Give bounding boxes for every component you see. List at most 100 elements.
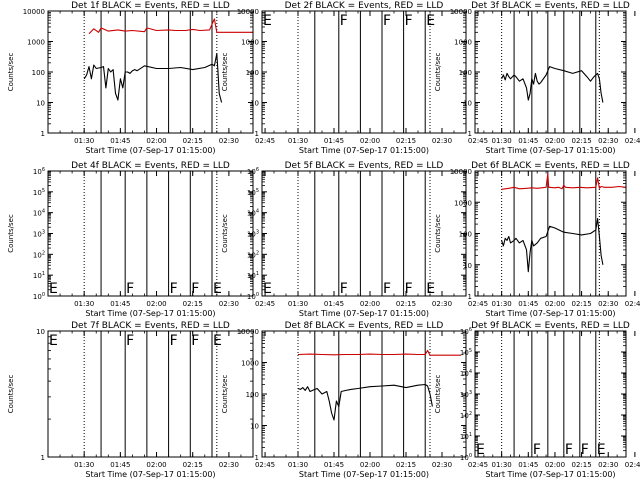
x-tick-label: 01:45 bbox=[110, 461, 130, 469]
y-tick-base: 10 bbox=[33, 189, 42, 197]
y-tick-exponent: 4 bbox=[42, 209, 45, 215]
y-tick-exponent: 1 bbox=[256, 271, 259, 277]
x-axis-label: Start Time (07-Sep-17 01:15:00) bbox=[85, 470, 215, 479]
x-tick-label: 02:30 bbox=[219, 300, 239, 308]
panel-title: Det 8f BLACK = Events, RED = LLD bbox=[285, 321, 444, 331]
x-tick-label: 01:45 bbox=[324, 137, 344, 145]
y-tick-label: 10000 bbox=[450, 168, 472, 176]
y-tick-label: 10000 bbox=[237, 8, 259, 16]
y-tick-label: 1 bbox=[255, 130, 259, 138]
y-tick-label: 1000 bbox=[27, 39, 45, 47]
x-tick-label: 01:45 bbox=[324, 461, 344, 469]
y-tick-label: 1000 bbox=[241, 360, 259, 368]
y-tick-label: 1 bbox=[41, 454, 45, 462]
interval-marker-label: E bbox=[263, 281, 272, 297]
lld-rate-line bbox=[297, 349, 462, 356]
x-tick-label: 02:00 bbox=[146, 300, 166, 308]
plot-frame bbox=[47, 330, 254, 458]
y-axis-label: Counts/sec bbox=[221, 214, 229, 253]
y-tick-label: 10 bbox=[250, 423, 259, 431]
y-tick-label: 106 bbox=[33, 167, 45, 176]
detector-panel-3: Det 3f BLACK = Events, RED = LLD Start Ti… bbox=[434, 1, 640, 155]
x-tick-label: 02:45 bbox=[468, 461, 488, 469]
interval-marker-label: F bbox=[191, 333, 199, 349]
y-tick-label: 1 bbox=[41, 130, 45, 138]
interval-marker-label: F bbox=[405, 13, 413, 29]
y-tick-label: 10 bbox=[463, 100, 472, 108]
x-tick-label: 01:45 bbox=[324, 300, 344, 308]
detector-panel-5: Det 5f BLACK = Events, RED = LLD Start Ti… bbox=[221, 161, 488, 318]
y-tick-label: 10 bbox=[250, 100, 259, 108]
panel-title: Det 5f BLACK = Events, RED = LLD bbox=[285, 161, 444, 171]
x-tick-label: 01:30 bbox=[74, 461, 94, 469]
y-tick-base: 10 bbox=[247, 293, 256, 301]
y-tick-label: 10 bbox=[36, 100, 45, 108]
detector-panel-7: Det 7f BLACK = Events, RED = LLD Start Ti… bbox=[7, 321, 275, 479]
y-axis-label: Counts/sec bbox=[221, 53, 229, 92]
interval-marker-label: E bbox=[49, 281, 58, 297]
x-tick-label: 01:30 bbox=[492, 300, 512, 308]
y-axis-label: Counts/sec bbox=[434, 375, 442, 414]
y-tick-label: 1 bbox=[255, 454, 259, 462]
x-tick-label: 01:30 bbox=[492, 137, 512, 145]
panel-title: Det 1f BLACK = Events, RED = LLD bbox=[71, 1, 230, 11]
x-tick-label: 02:00 bbox=[360, 300, 380, 308]
detector-panel-6: Det 6f BLACK = Events, RED = LLD Start Ti… bbox=[434, 161, 640, 318]
interval-marker-label: F bbox=[340, 281, 348, 297]
y-tick-label: 105 bbox=[247, 188, 259, 197]
y-tick-label: 104 bbox=[247, 209, 259, 218]
detector-panel-2: Det 2f BLACK = Events, RED = LLD Start Ti… bbox=[221, 1, 488, 155]
y-tick-exponent: 5 bbox=[256, 188, 259, 194]
y-axis-label: Counts/sec bbox=[434, 53, 442, 92]
y-tick-label: 100 bbox=[459, 69, 472, 77]
interval-marker-label: F bbox=[170, 333, 178, 349]
y-tick-label: 100 bbox=[459, 231, 472, 239]
interval-marker-label: F bbox=[191, 281, 199, 297]
y-tick-label: 102 bbox=[33, 250, 45, 259]
plot-frame bbox=[261, 170, 467, 297]
interval-marker-label: E bbox=[476, 442, 485, 458]
x-tick-label: 01:45 bbox=[518, 137, 538, 145]
y-tick-exponent: 3 bbox=[469, 390, 472, 396]
y-tick-base: 10 bbox=[460, 412, 469, 420]
interval-marker-label: E bbox=[213, 281, 222, 297]
plot-frame bbox=[47, 10, 254, 134]
y-tick-exponent: 6 bbox=[42, 167, 45, 173]
x-tick-label: 01:30 bbox=[74, 137, 94, 145]
y-tick-base: 10 bbox=[33, 168, 42, 176]
y-tick-label: 100 bbox=[33, 292, 45, 301]
x-tick-label: 02:45 bbox=[255, 137, 275, 145]
x-tick-label: 02:15 bbox=[396, 461, 416, 469]
y-tick-label: 104 bbox=[33, 209, 45, 218]
x-tick-label: 02:30 bbox=[598, 300, 618, 308]
events-rate-line bbox=[83, 53, 223, 103]
y-tick-exponent: 6 bbox=[469, 327, 472, 333]
plot-frame bbox=[474, 330, 627, 458]
plot-frame bbox=[47, 170, 254, 297]
interval-marker-label: E bbox=[426, 13, 435, 29]
y-axis-label: Counts/sec bbox=[7, 53, 15, 92]
x-tick-label: 02:15 bbox=[183, 300, 203, 308]
x-tick-label: 01:45 bbox=[518, 461, 538, 469]
y-tick-exponent: 2 bbox=[469, 411, 472, 417]
lld-rate-line bbox=[501, 173, 627, 190]
y-tick-label: 10 bbox=[463, 262, 472, 270]
x-tick-label: 01:30 bbox=[288, 300, 308, 308]
y-tick-base: 10 bbox=[460, 328, 469, 336]
events-rate-line bbox=[297, 383, 433, 421]
y-tick-base: 10 bbox=[33, 231, 42, 239]
x-tick-label: 02:00 bbox=[360, 461, 380, 469]
interval-marker-label: F bbox=[581, 442, 589, 458]
y-tick-label: 104 bbox=[460, 369, 472, 378]
x-tick-label: 01:45 bbox=[110, 300, 130, 308]
x-tick-label: 02:15 bbox=[571, 300, 591, 308]
y-tick-exponent: 1 bbox=[469, 432, 472, 438]
interval-marker-label: F bbox=[565, 442, 573, 458]
panel-title: Det 2f BLACK = Events, RED = LLD bbox=[285, 1, 444, 11]
y-tick-label: 1000 bbox=[454, 39, 472, 47]
interval-marker-label: F bbox=[405, 281, 413, 297]
x-tick-label: 02:30 bbox=[219, 137, 239, 145]
y-tick-label: 100 bbox=[32, 69, 45, 77]
y-tick-label: 100 bbox=[246, 69, 259, 77]
x-tick-label: 02:45 bbox=[468, 300, 488, 308]
